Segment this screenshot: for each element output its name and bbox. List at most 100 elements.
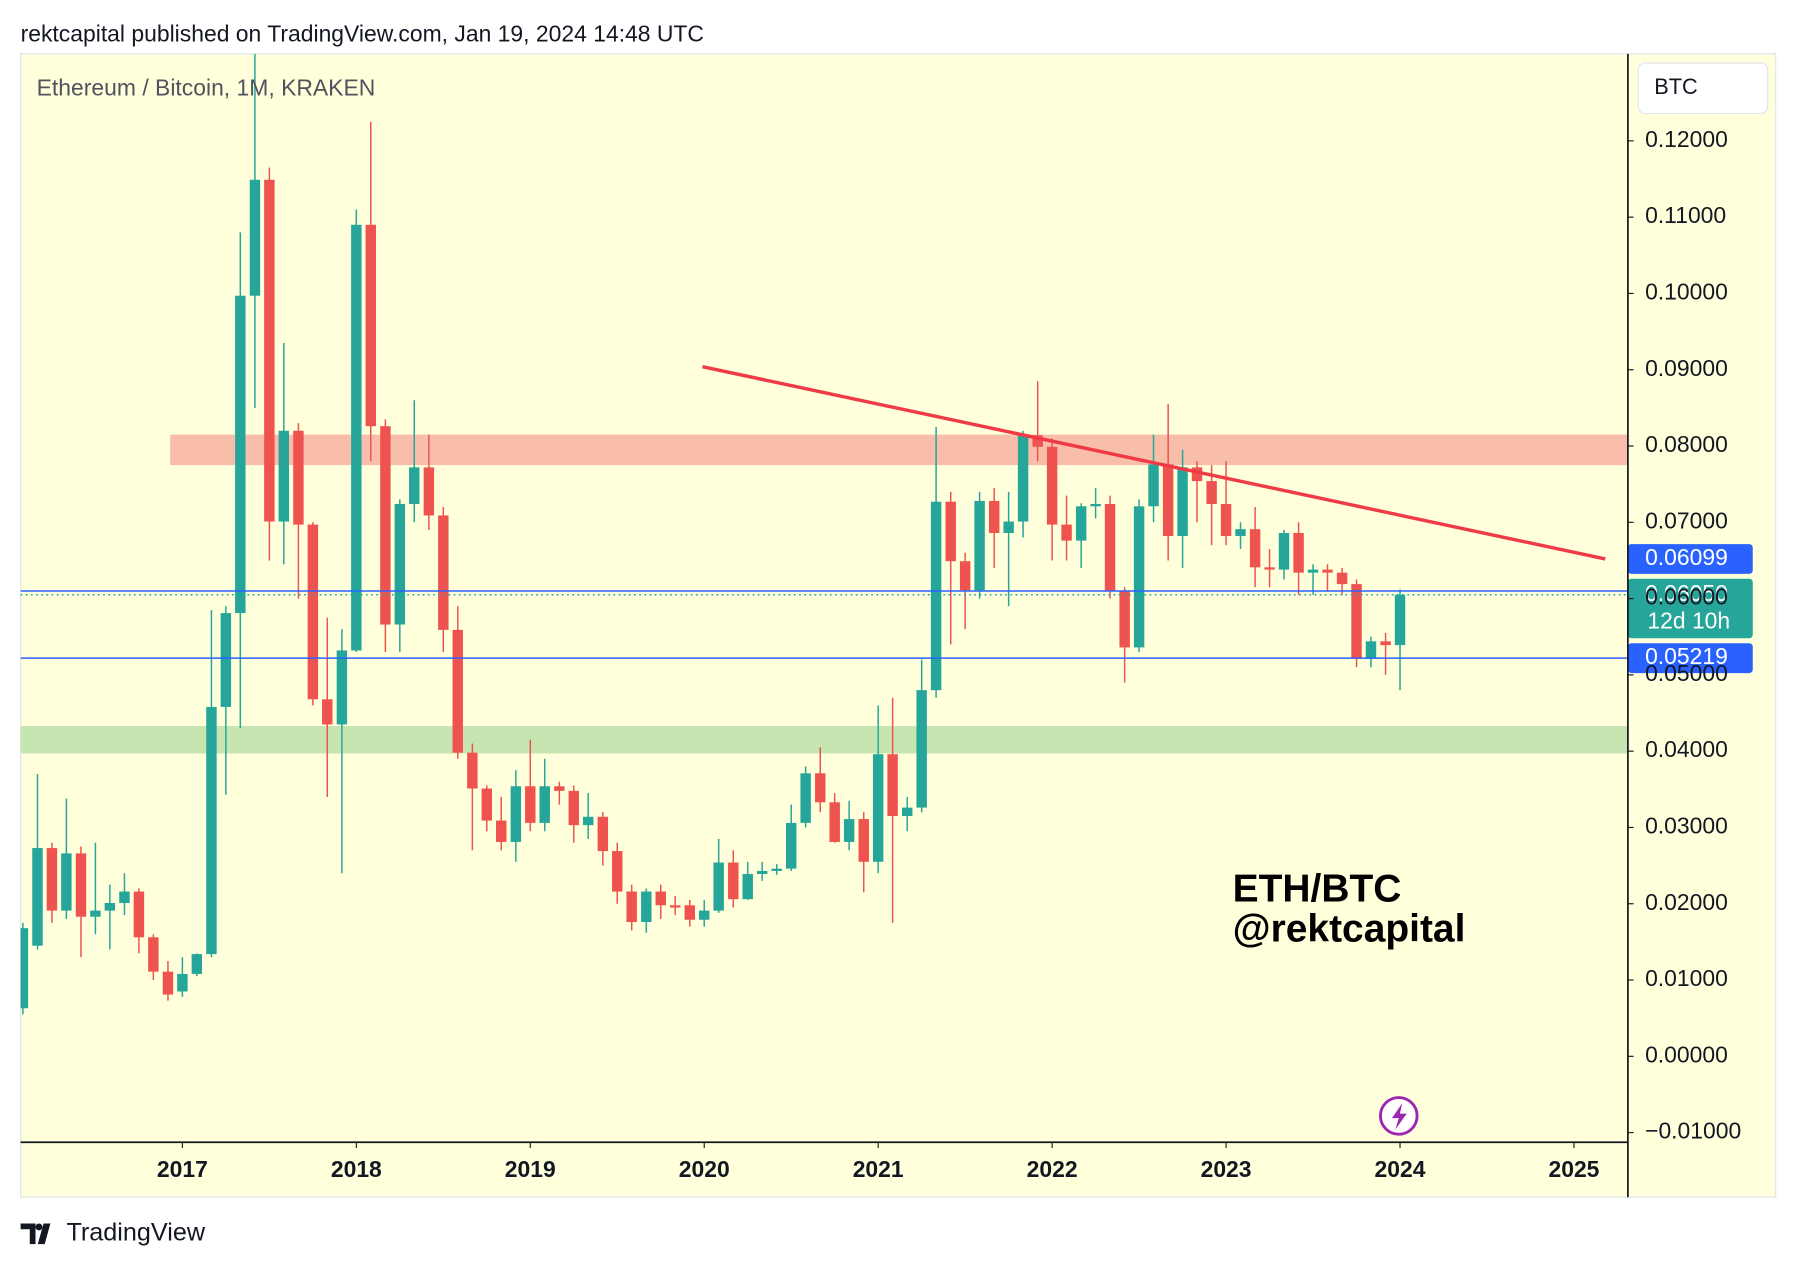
candle-body [669, 905, 681, 908]
candle-body [1322, 569, 1333, 573]
candle-body [1380, 641, 1391, 646]
candle-body [756, 870, 768, 874]
candle-body [800, 773, 811, 823]
candle-body [249, 179, 261, 296]
candle-body [582, 816, 594, 826]
candle-body [75, 853, 87, 917]
candle-body [974, 500, 985, 591]
candle-body [46, 848, 58, 911]
candle-body [930, 501, 942, 691]
x-tick-label: 2022 [1027, 1156, 1078, 1182]
logo-dot [35, 1223, 43, 1231]
candle-body [409, 467, 420, 504]
candle-body [771, 868, 782, 871]
candle-body [1046, 446, 1058, 525]
annotation-text: @rektcapital [1233, 908, 1466, 951]
zone [170, 434, 1628, 466]
candle-body [684, 905, 696, 920]
candle-body [1148, 464, 1159, 507]
candle-body [20, 928, 29, 1009]
x-tick-label: 2019 [505, 1156, 556, 1182]
candle-body [1075, 506, 1087, 541]
candle-body [1264, 567, 1275, 570]
candle-body [626, 891, 637, 923]
countdown-label: 12d 10h [1647, 607, 1730, 633]
candle-body [1061, 524, 1072, 541]
candle-body [916, 690, 927, 808]
candle-body [902, 807, 913, 817]
publish-header: rektcapital published on TradingView.com… [21, 21, 704, 47]
y-tick-label: 0.03000 [1645, 813, 1728, 839]
candle-body [452, 629, 463, 753]
lightning-icon[interactable] [1379, 1096, 1419, 1136]
candle-body [1003, 521, 1014, 533]
icon-bolt[interactable] [1391, 1103, 1407, 1130]
candle-body [554, 786, 565, 791]
candle-body [322, 699, 333, 725]
last-price-label: 0.06050 [1645, 580, 1728, 606]
y-tick-label: 0.12000 [1645, 126, 1728, 152]
plot-area [20, 53, 1628, 1015]
candle-body [278, 430, 290, 522]
currency-button-label[interactable]: BTC [1654, 74, 1698, 99]
y-tick-label: 0.11000 [1645, 202, 1726, 228]
chart-frame [20, 53, 1777, 1198]
x-tick-label: 2018 [331, 1156, 382, 1182]
candle-body [1235, 529, 1246, 537]
candle-body [496, 820, 507, 842]
candle-body [843, 819, 855, 842]
candle-body [61, 853, 72, 911]
candle-body [959, 561, 971, 591]
candle-body [133, 891, 145, 938]
candle-body [177, 973, 188, 992]
candle-body [365, 224, 376, 427]
candle-body [235, 295, 246, 614]
candle-body [1293, 532, 1304, 573]
footer-logo [20, 1223, 51, 1245]
candle-body [1017, 435, 1029, 522]
candle-body [1133, 506, 1145, 648]
currency-button[interactable] [1637, 62, 1769, 115]
candle-body [481, 788, 493, 821]
candle-body [1394, 594, 1406, 646]
candle-body [568, 790, 579, 826]
candle-body [1249, 529, 1261, 568]
y-tick-label: 0.05000 [1645, 660, 1728, 686]
x-tick-label: 2023 [1201, 1156, 1252, 1182]
candle-body [1104, 503, 1116, 591]
candle-body [612, 851, 623, 892]
candle-body [104, 902, 116, 911]
logo-mark [20, 1223, 51, 1245]
footer-brand: TradingView [66, 1219, 205, 1247]
candle-body [307, 524, 319, 700]
candle-body [336, 650, 348, 725]
candle-body [728, 862, 739, 900]
candle-body [1177, 467, 1188, 537]
candle-body [699, 910, 710, 920]
annotation-text: ETH/BTC [1233, 868, 1402, 911]
candle-body [90, 910, 101, 917]
candle-body [785, 822, 797, 869]
x-tick-label: 2017 [157, 1156, 208, 1182]
candle-body [191, 954, 203, 974]
candle-body [1119, 590, 1130, 648]
price-label: 0.05219 [1645, 643, 1728, 669]
candle-body [162, 971, 174, 995]
x-tick-label: 2020 [679, 1156, 730, 1182]
candle-body [467, 752, 478, 789]
x-tick-label: 2021 [853, 1156, 904, 1182]
candle-body [1090, 503, 1101, 507]
price-label-box [1627, 643, 1753, 674]
candle-body [380, 426, 391, 625]
x-tick-label: 2024 [1375, 1156, 1426, 1182]
y-tick-label: 0.10000 [1645, 278, 1728, 304]
candle-body [119, 891, 130, 903]
candle-body [1307, 569, 1319, 573]
candle-body [742, 873, 753, 900]
candle-body [148, 937, 159, 972]
y-tick-label: −0.01000 [1645, 1118, 1741, 1144]
y-tick-label: 0.08000 [1645, 431, 1728, 457]
